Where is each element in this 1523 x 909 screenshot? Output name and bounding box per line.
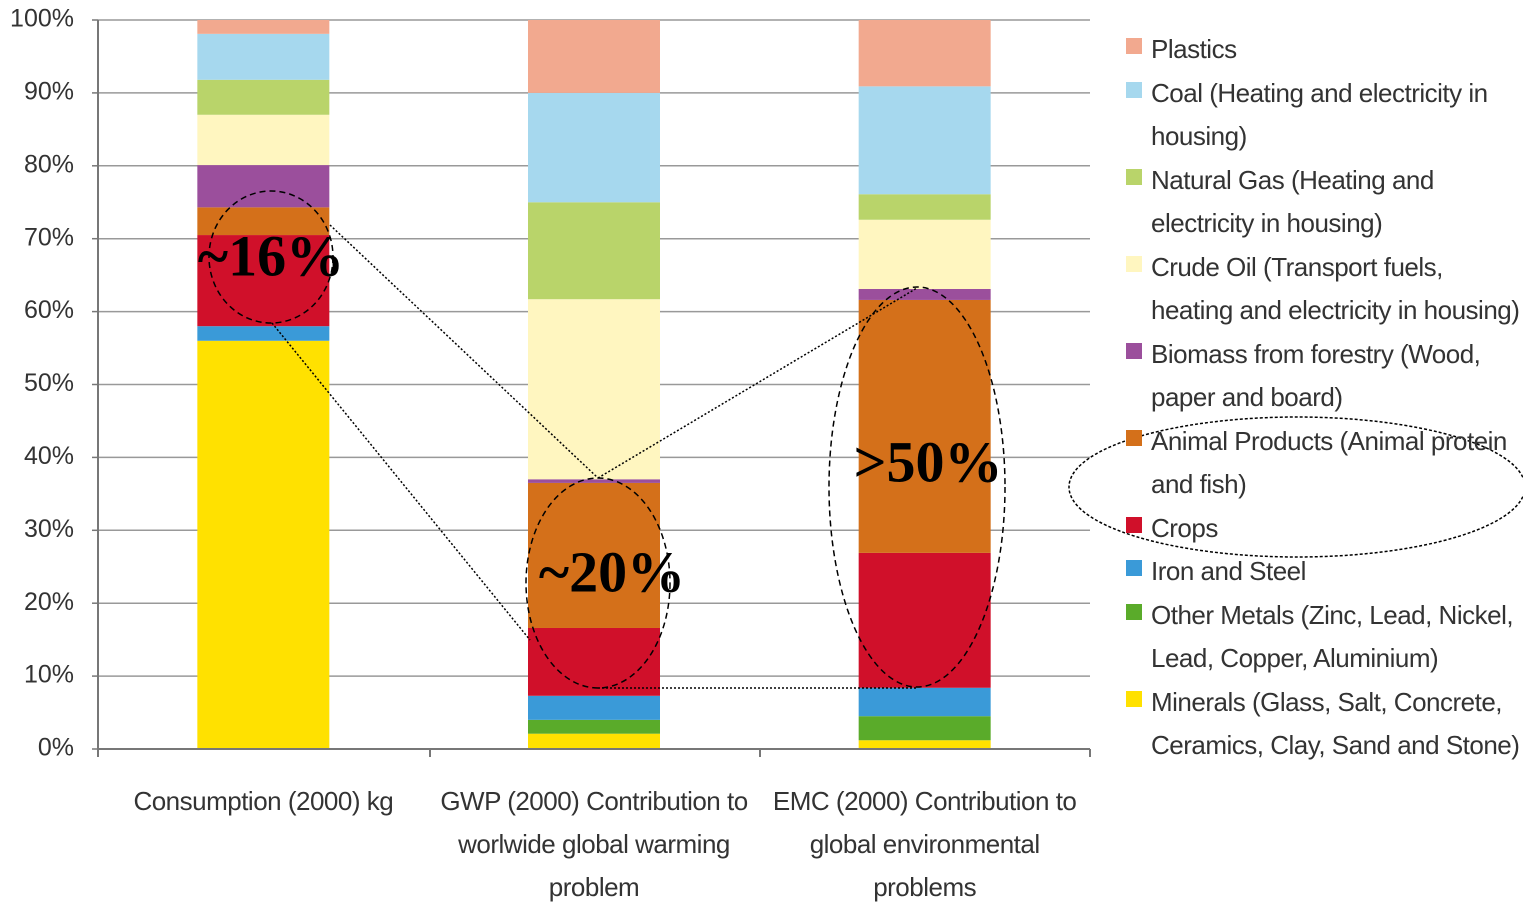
bars: [197, 20, 991, 749]
legend-item: Natural Gas (Heating and electricity in …: [1126, 159, 1521, 246]
bar-segment: [197, 114, 330, 166]
legend-swatch: [1126, 168, 1142, 185]
bar-segment: [528, 92, 660, 203]
bar-segment: [858, 299, 991, 553]
x-tick-label: Consumption (2000) kg: [133, 786, 394, 816]
connector: [597, 287, 918, 479]
y-tick-label: 0%: [38, 734, 74, 762]
bar-segment: [197, 340, 330, 749]
legend-swatch: [1126, 38, 1142, 54]
x-tick-label: EMC (2000) Contribution to global enviro…: [772, 786, 1077, 902]
bar-segment: [858, 716, 991, 741]
bar-segment: [197, 207, 330, 236]
legend-label: Crude Oil (Transport fuels, heating and …: [1151, 251, 1520, 326]
legend-swatch: [1126, 81, 1142, 98]
legend-item: Minerals (Glass, Salt, Concrete, Ceramic…: [1126, 681, 1521, 768]
ellipse: [828, 286, 1006, 688]
legend-swatch: [1126, 560, 1142, 576]
bar-segment: [528, 733, 660, 749]
bar-segment: [197, 79, 330, 115]
bar-segment: [528, 299, 660, 480]
legend-label: Coal (Heating and electricity in housing…: [1151, 77, 1488, 152]
bar-segment: [197, 326, 330, 341]
legend-item: Iron and Steel: [1126, 550, 1521, 594]
bar-segment: [528, 479, 660, 483]
y-tick-label: 90%: [24, 78, 74, 106]
bar-segment: [197, 33, 330, 80]
bar-segment: [528, 202, 660, 300]
bar-segment: [858, 194, 991, 220]
y-tick-label: 100%: [10, 5, 74, 33]
legend-swatch: [1126, 690, 1142, 707]
bar-segment: [858, 86, 991, 195]
annotation: ~16%: [198, 223, 344, 288]
legend-item: Animal Products (Animal protein and fish…: [1126, 420, 1521, 507]
legend-item: Crude Oil (Transport fuels, heating and …: [1126, 246, 1521, 333]
legend-item: Biomass from forestry (Wood, paper and b…: [1126, 333, 1521, 420]
bar-segment: [528, 20, 660, 93]
legend-swatch: [1126, 255, 1142, 272]
bar-segment: [858, 219, 991, 290]
legend-label: Animal Products (Animal protein and fish…: [1151, 425, 1507, 500]
bar-segment: [197, 165, 330, 208]
y-tick-label: 80%: [24, 150, 74, 178]
legend-swatch: [1126, 342, 1142, 359]
legend-label: Plastics: [1151, 34, 1237, 64]
y-tick-label: 30%: [24, 515, 74, 543]
bar-segment: [858, 20, 991, 87]
bar-segment: [528, 695, 660, 720]
bar-segment: [858, 552, 991, 688]
legend-label: Crops: [1151, 512, 1218, 543]
legend-swatch: [1126, 429, 1142, 446]
bar-segment: [858, 687, 991, 717]
connector: [271, 322, 531, 641]
bar-segment: [528, 719, 660, 734]
legend-item: Other Metals (Zinc, Lead, Nickel, Lead, …: [1126, 594, 1521, 681]
ellipse: [1068, 416, 1523, 558]
legend-label: Iron and Steel: [1151, 556, 1306, 586]
y-tick-label: 40%: [24, 442, 74, 470]
connector: [329, 224, 599, 479]
legend-swatch: [1126, 603, 1142, 620]
bar-segment: [858, 289, 991, 300]
legend-item: Coal (Heating and electricity in housing…: [1126, 72, 1521, 159]
bar-segment: [528, 482, 660, 628]
legend-item: Crops: [1126, 507, 1521, 551]
y-tick-label: 50%: [24, 369, 74, 397]
bar-segment: [528, 627, 660, 696]
legend: Plastics Coal (Heating and electricity in…: [1126, 28, 1521, 768]
legend-label: Biomass from forestry (Wood, paper and b…: [1151, 338, 1481, 413]
ellipse: [208, 190, 334, 324]
annotation: ~20%: [539, 539, 685, 604]
legend-label: Minerals (Glass, Salt, Concrete, Ceramic…: [1151, 686, 1520, 761]
bar-segment: [197, 20, 330, 34]
bar-segment: [858, 740, 991, 749]
y-tick-label: 60%: [24, 296, 74, 324]
callouts: [208, 190, 1523, 689]
legend-label: Other Metals (Zinc, Lead, Nickel, Lead, …: [1151, 599, 1514, 674]
annotation: >50%: [853, 429, 1002, 494]
legend-label: Natural Gas (Heating and electricity in …: [1151, 164, 1434, 239]
legend-item: Plastics: [1126, 28, 1521, 72]
y-tick-label: 70%: [24, 223, 74, 251]
y-tick-label: 10%: [24, 661, 74, 689]
legend-swatch: [1126, 516, 1142, 533]
y-tick-label: 20%: [24, 588, 74, 616]
x-tick-label: GWP (2000) Contribution to worlwide glob…: [440, 786, 748, 902]
